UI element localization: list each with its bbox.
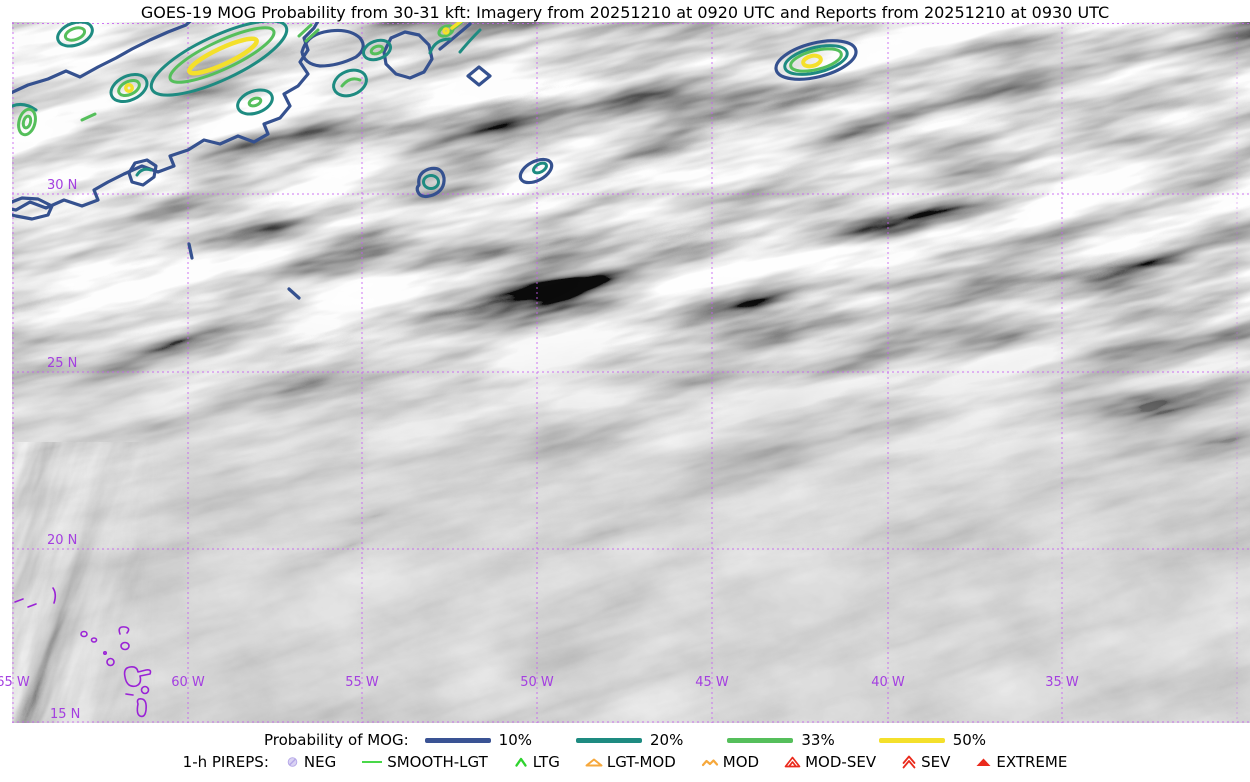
satellite-imagery [12, 22, 1250, 723]
caret-icon [701, 759, 718, 767]
mog-probability-legend: Probability of MOG: 10% 20% 33% 50% [264, 731, 986, 749]
contour-line-swatch [576, 737, 643, 743]
lat-label-30n: 30 N [47, 178, 78, 193]
filled-triangle-icon [976, 758, 991, 766]
pirep-item-label: SEV [921, 753, 951, 771]
lat-label-15n: 15 N [50, 707, 81, 722]
pirep-item-label: MOD [722, 753, 760, 771]
legend: Probability of MOG: 10% 20% 33% 50% 1-h … [0, 731, 1250, 771]
figure-title: GOES-19 MOG Probability from 30-31 kft: … [140, 3, 1110, 22]
pirep-item-mod: MOD [701, 753, 759, 771]
pirep-item-label: MOD-SEV [805, 753, 877, 771]
pirep-item-neg: NEG [285, 753, 336, 771]
pireps-legend-caption: 1-h PIREPS: [182, 753, 269, 771]
lon-label-55w: 55 W [345, 675, 379, 690]
pirep-item-label: NEG [303, 753, 337, 771]
pirep-item-ltg: LTG [513, 753, 560, 771]
horizontal-line-icon [362, 761, 383, 763]
mog-legend-item-33: 33% [727, 731, 835, 749]
lon-label-35w: 35 W [1045, 675, 1079, 690]
triangle-caret-icon [784, 756, 801, 768]
lon-label-45w: 45 W [695, 675, 729, 690]
null-circle-icon [287, 757, 298, 767]
pirep-item-label: EXTREME [996, 753, 1068, 771]
caret-icon [515, 757, 527, 767]
lat-label-20n: 20 N [47, 533, 78, 548]
contour-line-swatch [424, 737, 491, 743]
mog-item-label: 20% [650, 731, 684, 749]
pirep-item-smooth-lgt: SMOOTH-LGT [361, 753, 488, 771]
mog-legend-item-50: 50% [878, 731, 987, 749]
contour-line-swatch [878, 737, 945, 743]
pirep-item-mod-sev: MOD-SEV [784, 753, 876, 771]
mog-legend-caption: Probability of MOG: [263, 731, 409, 749]
satellite-map: 30 N 25 N 20 N 15 N 65 W 60 W 55 W 50 W … [0, 22, 1250, 723]
lon-label-60w: 60 W [171, 675, 205, 690]
pirep-item-label: SMOOTH-LGT [387, 753, 488, 771]
lat-label-25n: 25 N [47, 356, 78, 371]
pireps-legend: 1-h PIREPS: NEG SMOOTH-LGT LTG [183, 753, 1068, 771]
pirep-item-lgt-mod: LGT-MOD [585, 753, 676, 771]
mog-item-label: 10% [498, 731, 533, 749]
mog-item-label: 50% [952, 731, 987, 749]
coastlines [14, 587, 152, 718]
lon-label-65w: 65 W [0, 675, 30, 690]
double-caret-icon [902, 755, 916, 769]
pirep-item-sev: SEV [901, 753, 950, 771]
mog-legend-item-10: 10% [424, 731, 533, 749]
contour-line-swatch [727, 737, 794, 743]
open-triangle-icon [585, 758, 603, 767]
mog-legend-item-20: 20% [576, 731, 683, 749]
mog-item-label: 33% [801, 731, 835, 749]
probability-contours [12, 22, 858, 300]
lon-label-50w: 50 W [520, 675, 554, 690]
lon-label-40w: 40 W [871, 675, 905, 690]
pirep-item-extreme: EXTREME [975, 753, 1067, 771]
pirep-item-label: LGT-MOD [606, 753, 676, 771]
pirep-item-label: LTG [532, 753, 560, 771]
graticule [12, 22, 1250, 723]
